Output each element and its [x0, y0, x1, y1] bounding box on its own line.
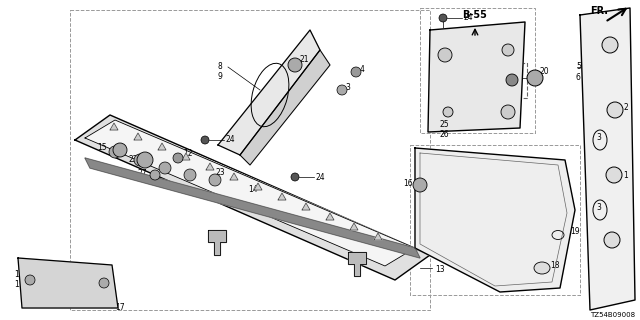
Text: 12: 12: [183, 148, 193, 157]
Circle shape: [443, 107, 453, 117]
Circle shape: [134, 154, 146, 166]
Text: 25: 25: [440, 120, 450, 129]
Text: 20: 20: [540, 68, 550, 76]
Bar: [497, 63, 527, 98]
Circle shape: [351, 67, 361, 77]
Text: 10: 10: [14, 270, 24, 279]
Circle shape: [506, 74, 518, 86]
Circle shape: [502, 44, 514, 56]
Ellipse shape: [534, 262, 550, 274]
Bar: [420, 8, 535, 133]
Text: 5: 5: [576, 62, 581, 71]
Text: 11: 11: [14, 280, 24, 289]
Text: 18: 18: [550, 260, 559, 269]
Polygon shape: [350, 223, 358, 230]
Text: 4: 4: [360, 65, 365, 74]
Polygon shape: [230, 173, 238, 180]
Text: 3: 3: [596, 204, 601, 212]
Polygon shape: [428, 22, 525, 132]
Circle shape: [413, 178, 427, 192]
Bar: [410, 145, 580, 295]
Polygon shape: [110, 123, 118, 130]
Circle shape: [288, 58, 302, 72]
Polygon shape: [580, 8, 635, 310]
Text: 3: 3: [345, 84, 350, 92]
Text: 24: 24: [463, 13, 472, 22]
Polygon shape: [182, 153, 190, 160]
Text: 16: 16: [403, 179, 413, 188]
Polygon shape: [85, 120, 415, 266]
Polygon shape: [240, 50, 330, 165]
Text: B-55: B-55: [463, 10, 488, 20]
Text: 23: 23: [215, 168, 225, 177]
Text: 24: 24: [315, 172, 324, 181]
Polygon shape: [206, 163, 214, 170]
Text: 21: 21: [300, 55, 310, 64]
Text: 8: 8: [218, 62, 223, 71]
Circle shape: [291, 173, 299, 181]
Circle shape: [606, 167, 622, 183]
Text: TZ54B09008: TZ54B09008: [590, 312, 635, 318]
Circle shape: [184, 169, 196, 181]
Circle shape: [209, 174, 221, 186]
Circle shape: [25, 275, 35, 285]
Text: 3: 3: [596, 133, 601, 142]
Polygon shape: [18, 258, 118, 308]
Circle shape: [602, 37, 618, 53]
Polygon shape: [302, 203, 310, 210]
Text: 22: 22: [129, 155, 138, 164]
Polygon shape: [278, 193, 286, 200]
Polygon shape: [208, 230, 226, 255]
Text: 24: 24: [225, 135, 235, 145]
Circle shape: [99, 278, 109, 288]
Text: 9: 9: [218, 72, 223, 81]
Text: 7: 7: [216, 245, 220, 254]
Polygon shape: [134, 133, 142, 140]
Circle shape: [501, 105, 515, 119]
Text: 14: 14: [248, 185, 258, 194]
Circle shape: [438, 48, 452, 62]
Polygon shape: [85, 158, 420, 258]
Polygon shape: [374, 233, 382, 240]
Text: 1: 1: [623, 171, 628, 180]
Text: 15: 15: [97, 143, 107, 153]
Polygon shape: [326, 213, 334, 220]
Circle shape: [109, 146, 121, 158]
Circle shape: [113, 143, 127, 157]
Circle shape: [604, 232, 620, 248]
Circle shape: [337, 85, 347, 95]
Polygon shape: [158, 143, 166, 150]
Circle shape: [137, 152, 153, 168]
Circle shape: [439, 14, 447, 22]
Text: 6: 6: [576, 73, 581, 82]
Text: 13: 13: [435, 266, 445, 275]
Text: 27: 27: [138, 170, 147, 179]
Circle shape: [201, 136, 209, 144]
Polygon shape: [254, 183, 262, 190]
Text: 17: 17: [115, 303, 125, 313]
Polygon shape: [75, 115, 430, 280]
Circle shape: [159, 162, 171, 174]
Text: 26: 26: [440, 130, 450, 139]
Circle shape: [607, 102, 623, 118]
Polygon shape: [218, 30, 320, 155]
Polygon shape: [348, 252, 366, 276]
Text: FR.: FR.: [590, 6, 608, 16]
Text: 19: 19: [570, 228, 580, 236]
Bar: [70, 10, 430, 310]
Text: 2: 2: [623, 103, 628, 113]
Polygon shape: [415, 148, 575, 292]
Circle shape: [527, 70, 543, 86]
Circle shape: [150, 170, 160, 180]
Circle shape: [173, 153, 183, 163]
